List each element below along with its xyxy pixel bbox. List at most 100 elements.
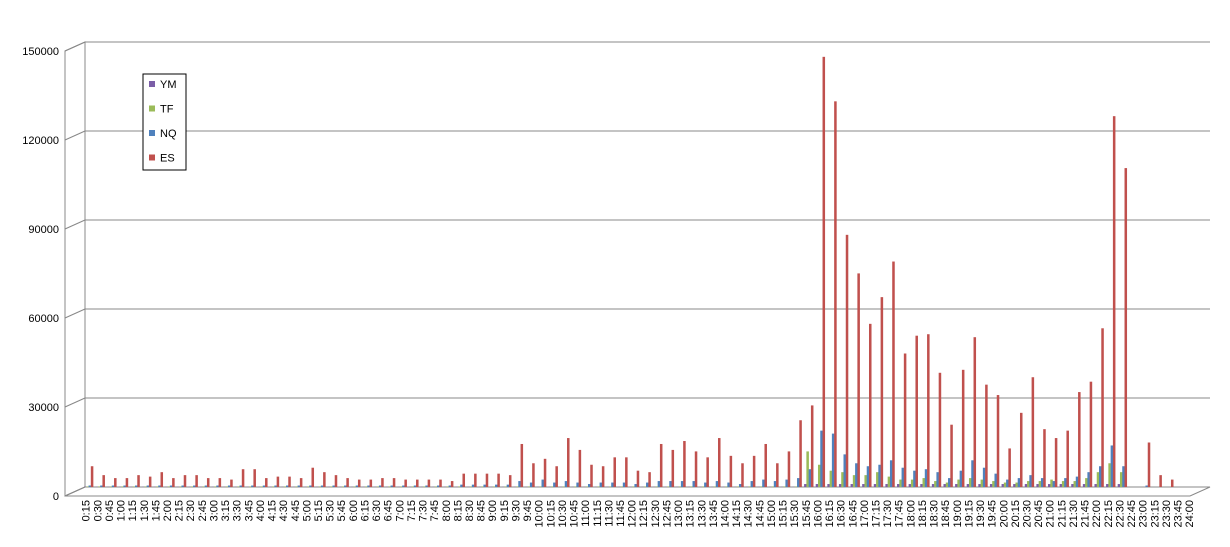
bar <box>704 482 707 487</box>
legend-swatch <box>149 105 155 112</box>
x-tick-label: 17:15 <box>871 500 883 528</box>
x-tick-label: 3:30 <box>232 500 244 521</box>
bar <box>450 481 454 487</box>
bar <box>885 484 888 487</box>
grid-line <box>64 486 86 497</box>
bar <box>850 484 854 487</box>
x-tick-label: 1:00 <box>116 500 128 521</box>
bar <box>1008 448 1011 487</box>
bar <box>1024 484 1028 487</box>
bar <box>973 337 977 487</box>
bar <box>423 486 426 487</box>
x-tick-label: 0:45 <box>104 500 116 521</box>
x-tick-label: 13:30 <box>696 500 708 528</box>
bar <box>539 486 542 487</box>
bar <box>1048 484 1051 487</box>
x-tick-label: 8:30 <box>464 500 476 521</box>
bar <box>1003 482 1007 487</box>
bar <box>518 481 521 487</box>
bar <box>903 353 907 487</box>
bar <box>622 482 626 487</box>
bar <box>241 469 245 487</box>
bar <box>1029 475 1032 487</box>
x-tick-label: 16:30 <box>836 500 848 528</box>
x-tick-label: 22:15 <box>1103 500 1115 528</box>
bar <box>924 469 928 487</box>
x-tick-label: 15:00 <box>766 500 778 528</box>
bar <box>817 464 821 487</box>
x-tick-label: 2:45 <box>197 500 209 521</box>
bar <box>783 486 786 487</box>
bar <box>357 479 361 487</box>
y-tick-label: 150000 <box>22 46 59 58</box>
bar <box>982 467 986 487</box>
bar <box>643 486 647 487</box>
bar <box>701 486 705 487</box>
bar <box>1019 412 1023 487</box>
bar <box>251 485 254 487</box>
bar <box>659 443 663 487</box>
bar <box>759 486 763 487</box>
bar <box>827 484 830 487</box>
bar <box>1078 392 1081 487</box>
bar <box>378 485 382 487</box>
back-wall <box>64 41 86 497</box>
x-tick-label: 5:15 <box>313 500 325 521</box>
bar <box>520 443 524 487</box>
bar <box>1038 481 1042 487</box>
bar <box>390 485 394 487</box>
bar <box>109 486 113 487</box>
bar <box>288 476 291 487</box>
x-tick-label: 6:00 <box>348 500 360 521</box>
bar <box>1043 429 1046 487</box>
x-tick-label: 14:15 <box>731 500 743 528</box>
bar <box>190 486 194 487</box>
bar <box>738 484 742 487</box>
grid-line <box>64 397 86 408</box>
bar <box>1145 485 1148 487</box>
x-tick-label: 11:45 <box>615 500 627 527</box>
bar <box>868 323 872 487</box>
bar <box>132 486 136 487</box>
bar <box>822 56 826 487</box>
bar <box>669 481 672 487</box>
bar <box>155 486 159 487</box>
grid-line <box>64 308 86 319</box>
x-tick-label: 11:00 <box>580 500 592 527</box>
bar <box>323 472 326 487</box>
bar <box>111 485 115 487</box>
x-tick-label: 5:00 <box>301 500 313 521</box>
bar <box>959 470 963 487</box>
bar <box>1082 484 1086 487</box>
bar <box>434 486 438 487</box>
x-tick-label: 15:30 <box>789 500 801 528</box>
bar <box>636 470 640 487</box>
bar <box>172 478 175 487</box>
bar <box>167 486 171 487</box>
bar <box>927 334 930 487</box>
x-tick-label: 13:00 <box>673 500 685 528</box>
bar <box>344 485 347 487</box>
bar <box>1124 168 1128 488</box>
floor <box>64 486 1211 497</box>
bar <box>265 478 268 487</box>
y-tick-label: 30000 <box>28 402 59 414</box>
x-tick-label: 2:30 <box>185 500 197 521</box>
bar <box>88 485 92 487</box>
bar <box>179 486 182 487</box>
bar <box>829 470 833 487</box>
bar <box>97 486 101 487</box>
x-tick-label: 4:30 <box>278 500 290 521</box>
bar <box>1170 479 1174 487</box>
legend-swatch <box>149 81 155 87</box>
x-tick-label: 18:45 <box>940 500 952 528</box>
x-tick-label: 9:45 <box>522 500 534 521</box>
bar <box>889 460 893 487</box>
bar <box>887 476 891 487</box>
bar <box>620 486 624 487</box>
bar <box>741 463 744 487</box>
bar <box>752 455 756 487</box>
bar <box>376 486 380 487</box>
bar <box>355 485 359 487</box>
bar <box>608 486 612 487</box>
